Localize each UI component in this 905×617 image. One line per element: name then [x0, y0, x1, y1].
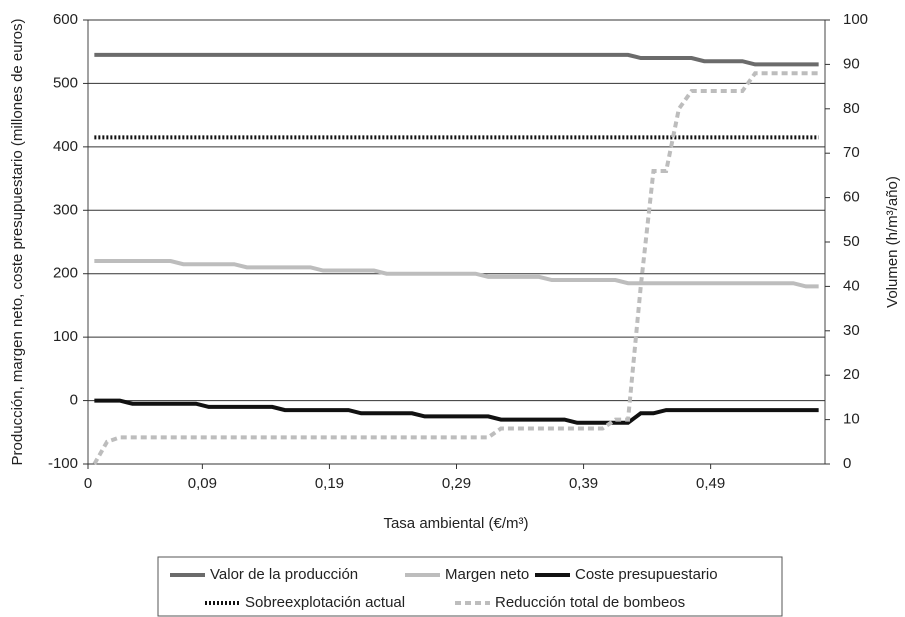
- y2-tick-label: 40: [843, 277, 860, 294]
- x-tick-label: 0,29: [442, 475, 471, 492]
- y-tick-label: -100: [48, 455, 78, 472]
- x-tick-label: 0,09: [188, 475, 217, 492]
- y2-tick-label: 60: [843, 189, 860, 206]
- y2-tick-label: 70: [843, 144, 860, 161]
- legend-label: Valor de la producción: [210, 566, 358, 583]
- y2-tick-label: 50: [843, 233, 860, 250]
- x-tick-label: 0,39: [569, 475, 598, 492]
- y2-tick-label: 10: [843, 411, 860, 428]
- x-axis-title: Tasa ambiental (€/m³): [383, 515, 528, 532]
- legend-box: [157, 556, 783, 617]
- series-line: [94, 398, 819, 425]
- plot-border: [87, 19, 826, 465]
- y2-tick-label: 30: [843, 322, 860, 339]
- y-tick-label: 200: [53, 265, 78, 282]
- y-tick-label: 500: [53, 74, 78, 91]
- x-tick-label: 0: [84, 475, 92, 492]
- y-tick-label: 600: [53, 11, 78, 28]
- y-tick-label: 300: [53, 201, 78, 218]
- y2-axis-title: Volumen (h/m³/año): [884, 176, 901, 308]
- legend-label: Coste presupuestario: [575, 566, 718, 583]
- series-line: [94, 259, 819, 289]
- legend-label: Margen neto: [445, 566, 529, 583]
- y2-tick-label: 20: [843, 366, 860, 383]
- series-line: [92, 71, 819, 465]
- y2-tick-label: 90: [843, 55, 860, 72]
- y-tick-label: 0: [70, 392, 78, 409]
- legend-label: Sobreexplotación actual: [245, 594, 405, 611]
- y2-tick-label: 0: [843, 455, 851, 472]
- y-tick-label: 100: [53, 328, 78, 345]
- y-tick-label: 400: [53, 138, 78, 155]
- y2-tick-label: 80: [843, 100, 860, 117]
- x-tick-label: 0,49: [696, 475, 725, 492]
- y-axis-title: Producción, margen neto, coste presupues…: [9, 19, 26, 466]
- y2-tick-label: 100: [843, 11, 868, 28]
- x-tick-label: 0,19: [315, 475, 344, 492]
- series-line: [94, 52, 819, 67]
- legend-label: Reducción total de bombeos: [495, 594, 685, 611]
